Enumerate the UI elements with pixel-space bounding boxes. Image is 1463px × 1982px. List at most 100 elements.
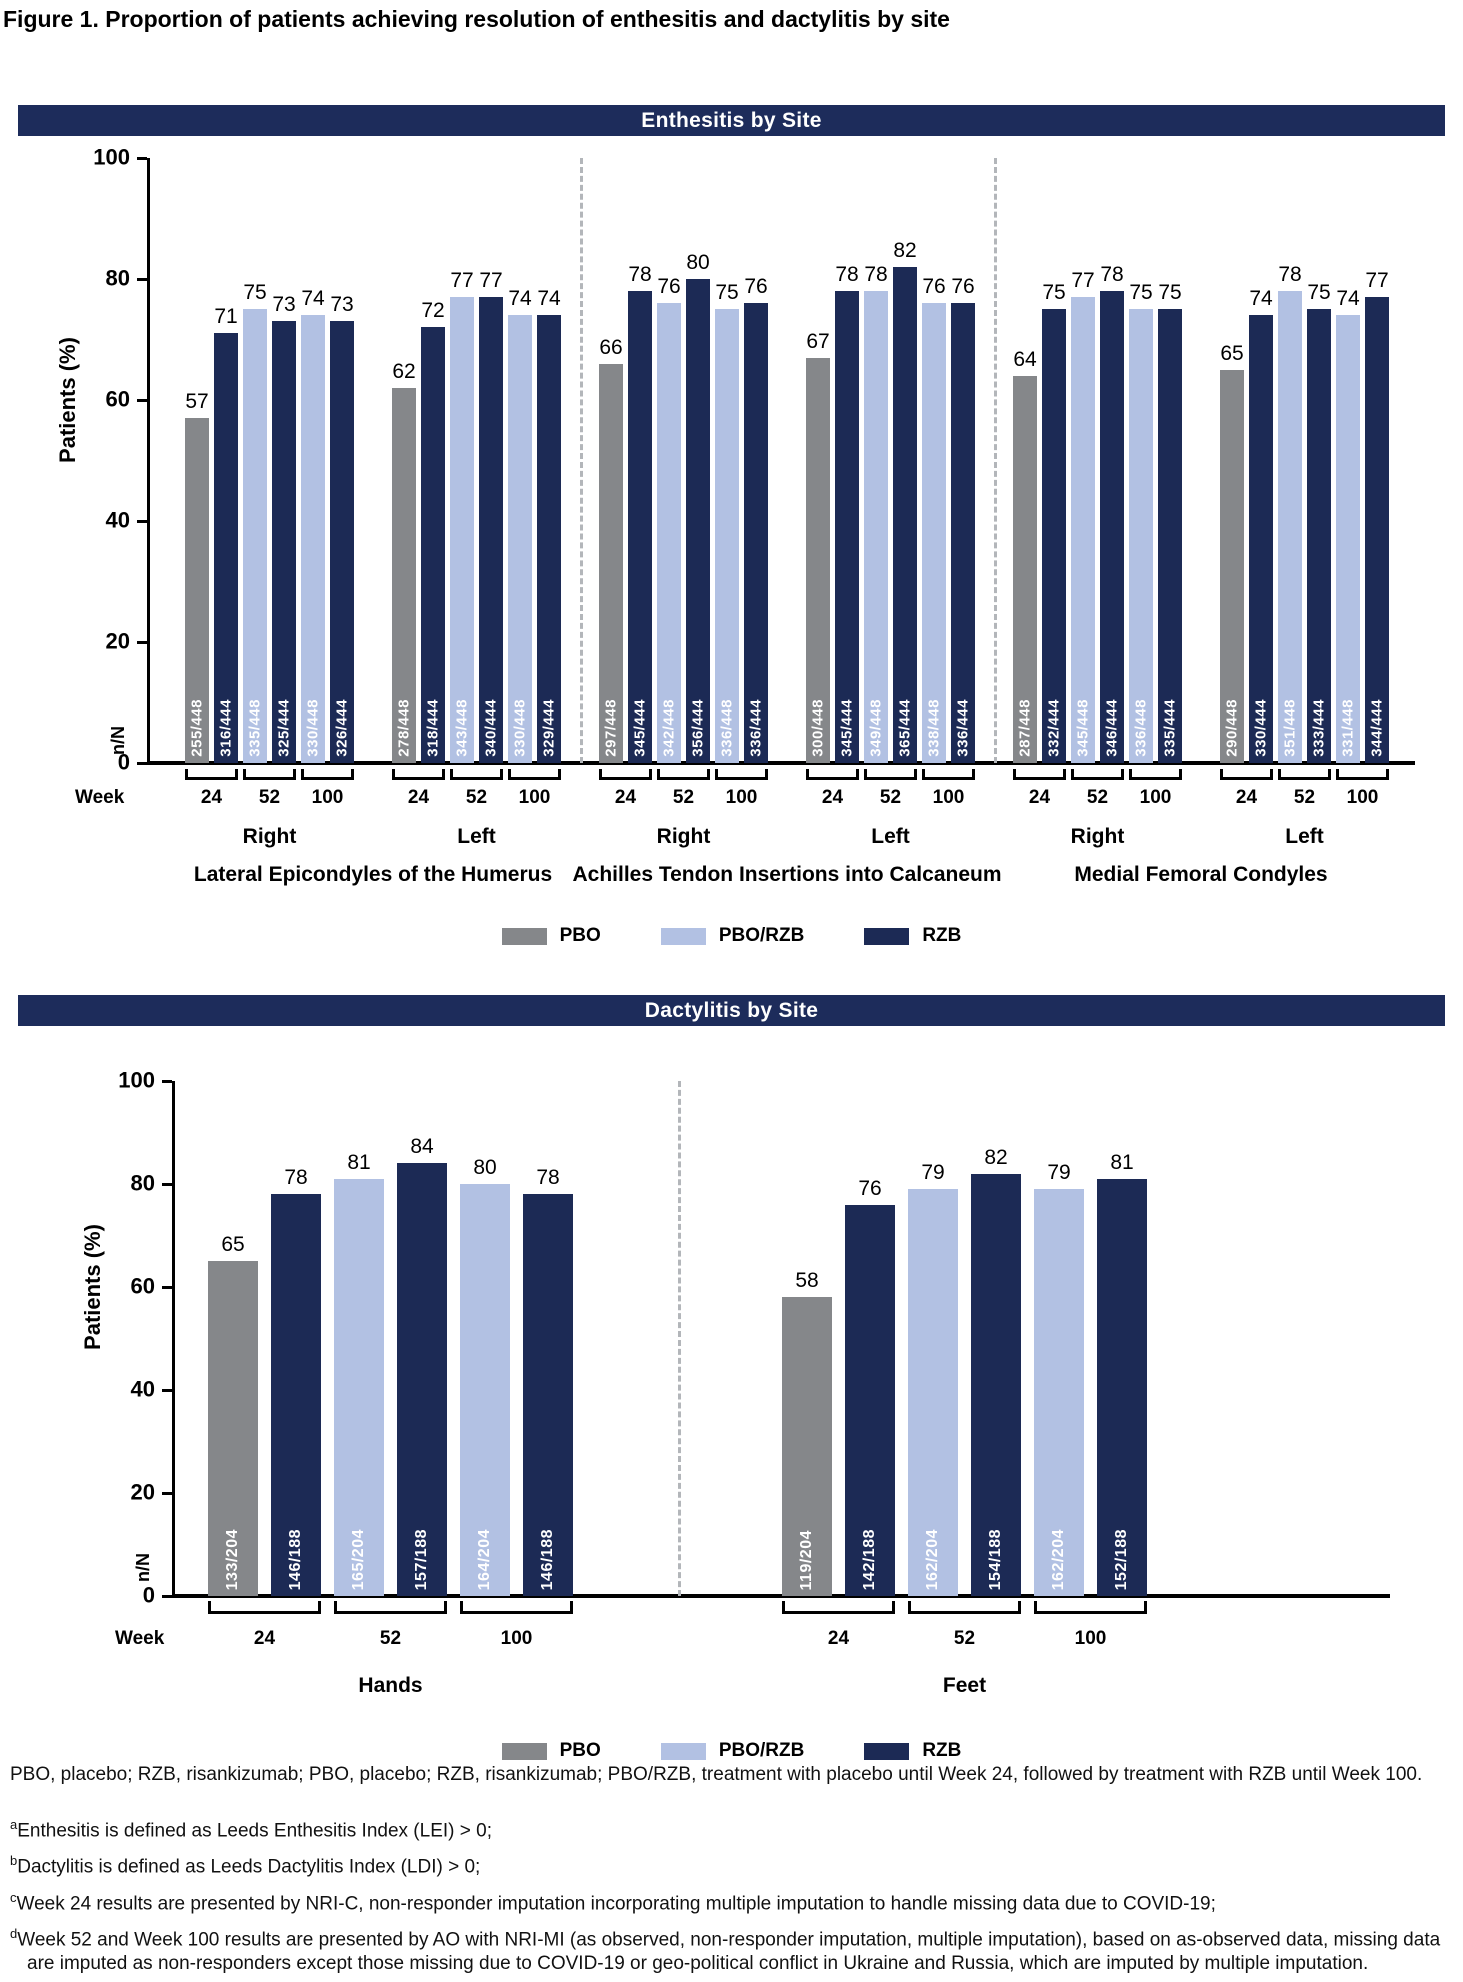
week-label: 52 <box>953 1628 976 1649</box>
footnote-a-marker: a <box>10 1817 18 1832</box>
bar-pbo-rzb: 349/448 <box>864 291 888 763</box>
side-label: Right <box>242 825 297 848</box>
bar-rzb: 154/188 <box>971 1174 1021 1596</box>
bar-rzb: 146/188 <box>523 1194 573 1596</box>
week-label: 100 <box>725 787 758 808</box>
bar-nn-label: 349/448 <box>867 699 885 757</box>
y-axis-tick-label: 0 <box>142 1582 155 1608</box>
week-bracket <box>908 1601 1021 1614</box>
bar-nn-label: 287/448 <box>1016 699 1034 757</box>
bar-value-label: 76 <box>657 275 681 298</box>
y-axis-tick <box>137 641 147 644</box>
bar-pbo: 287/448 <box>1013 376 1037 763</box>
bar-value-label: 58 <box>795 1269 819 1292</box>
dactylitis-plot-area: 0 20 40 60 80 100 Patients (%) n/N Week 133/204 65… <box>80 1067 1390 1697</box>
bar-nn-label: 300/448 <box>809 699 827 757</box>
bar-nn-label: 356/444 <box>689 699 707 757</box>
bar-value-label: 75 <box>1129 281 1153 304</box>
bar-rzb: 157/188 <box>397 1163 447 1596</box>
bar-nn-label: 165/204 <box>350 1528 367 1590</box>
week-label: 100 <box>932 787 965 808</box>
bar-value-label: 72 <box>421 299 445 322</box>
legend-label: RZB <box>922 925 962 946</box>
bar-value-label: 81 <box>1110 1151 1134 1174</box>
week-bracket <box>657 769 710 780</box>
week-label: 24 <box>253 1628 276 1649</box>
bar-value-label: 66 <box>599 336 623 359</box>
week-bracket <box>508 769 561 780</box>
y-axis-tick <box>162 1595 172 1598</box>
y-axis-tick-label: 80 <box>105 265 130 291</box>
bar-pbo: 300/448 <box>806 358 830 763</box>
bar-pbo-rzb: 331/448 <box>1336 315 1360 763</box>
bar-rzb: 345/444 <box>835 291 859 763</box>
y-axis-tick-label: 80 <box>130 1170 155 1196</box>
bar-value-label: 78 <box>628 263 652 286</box>
y-axis-tick-label: 100 <box>93 144 130 170</box>
bar-rzb: 344/444 <box>1365 297 1389 763</box>
bar-value-label: 84 <box>410 1135 434 1158</box>
week-bracket <box>392 769 445 780</box>
y-axis-tick-label: 20 <box>105 628 130 654</box>
legend-label: RZB <box>922 1740 962 1761</box>
legend-item: PBO/RZB <box>660 1740 804 1762</box>
legend-swatch <box>660 1742 706 1760</box>
bar-pbo: 119/204 <box>782 1297 832 1596</box>
bar-value-label: 80 <box>686 251 710 274</box>
y-axis-tick <box>137 520 147 523</box>
bar-value-label: 77 <box>1365 269 1389 292</box>
legend-swatch <box>864 927 910 945</box>
footnotes: PBO, placebo; RZB, risankizumab; PBO, pl… <box>10 1763 1455 1982</box>
week-label: 52 <box>258 787 281 808</box>
bar-nn-label: 342/448 <box>660 699 678 757</box>
bar-value-label: 78 <box>284 1166 308 1189</box>
bar-value-label: 78 <box>864 263 888 286</box>
bar-value-label: 76 <box>858 1177 882 1200</box>
bar-pbo-rzb: 336/448 <box>1129 309 1153 763</box>
site-label: Lateral Epicondyles of the Humerus <box>193 863 553 886</box>
week-bracket <box>1071 769 1124 780</box>
legend-item: RZB <box>864 1740 961 1762</box>
week-label: 100 <box>518 787 551 808</box>
week-label: 100 <box>1346 787 1379 808</box>
legend-label: PBO <box>559 1740 601 1761</box>
footnote-b-marker: b <box>10 1853 18 1869</box>
week-bracket <box>301 769 354 780</box>
legend-item: PBO <box>501 1740 601 1762</box>
footnote-b-text: Dactylitis is defined as Leeds Dactyliti… <box>17 1856 481 1878</box>
bar-nn-label: 162/204 <box>924 1528 941 1590</box>
bar-rzb: 332/444 <box>1042 309 1066 763</box>
bar-nn-label: 152/188 <box>1113 1528 1130 1590</box>
bar-pbo-rzb: 351/448 <box>1278 291 1302 763</box>
y-axis <box>147 158 150 765</box>
bar-value-label: 75 <box>1042 281 1066 304</box>
week-label: 52 <box>465 787 488 808</box>
legend-item: RZB <box>864 925 961 947</box>
bar-rzb: 335/444 <box>1158 309 1182 763</box>
bar-nn-label: 142/188 <box>861 1528 878 1590</box>
y-axis <box>172 1081 175 1598</box>
bar-nn-label: 133/204 <box>224 1528 241 1590</box>
bar-nn-label: 316/444 <box>217 699 235 757</box>
bar-nn-label: 330/448 <box>511 699 529 757</box>
nn-axis-caption: n/N <box>133 1553 153 1582</box>
week-bracket <box>208 1601 321 1614</box>
y-axis-title: Patients (%) <box>55 337 80 463</box>
bar-rzb: 336/444 <box>744 303 768 763</box>
y-axis-tick-label: 60 <box>105 386 130 412</box>
bar-nn-label: 157/188 <box>413 1528 430 1590</box>
bar-pbo-rzb: 165/204 <box>334 1179 384 1596</box>
bar-value-label: 82 <box>984 1146 1008 1169</box>
y-axis-tick <box>162 1080 172 1083</box>
bar-nn-label: 340/444 <box>482 699 500 757</box>
bar-value-label: 79 <box>921 1161 945 1184</box>
bar-value-label: 57 <box>185 390 209 413</box>
side-label: Right <box>1070 825 1125 848</box>
bar-value-label: 78 <box>1100 263 1124 286</box>
y-axis-tick <box>137 278 147 281</box>
week-bracket <box>806 769 859 780</box>
dactylitis-chart-title-bar: Dactylitis by Site <box>18 995 1445 1026</box>
bar-pbo: 290/448 <box>1220 370 1244 763</box>
bar-nn-label: 346/444 <box>1103 699 1121 757</box>
bar-nn-label: 255/448 <box>188 699 206 757</box>
